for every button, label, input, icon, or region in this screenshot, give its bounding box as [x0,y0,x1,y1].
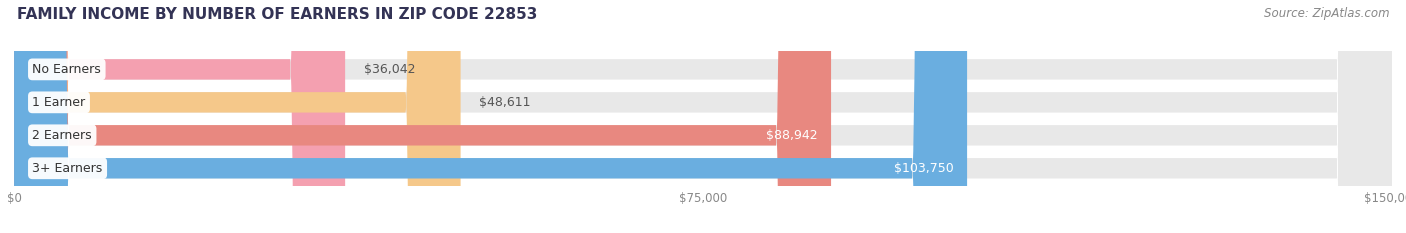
FancyBboxPatch shape [14,0,831,233]
FancyBboxPatch shape [14,0,967,233]
Text: 3+ Earners: 3+ Earners [32,162,103,175]
Text: $88,942: $88,942 [766,129,817,142]
FancyBboxPatch shape [14,0,344,233]
Text: $36,042: $36,042 [364,63,415,76]
Text: 1 Earner: 1 Earner [32,96,86,109]
Text: 2 Earners: 2 Earners [32,129,91,142]
FancyBboxPatch shape [14,0,461,233]
FancyBboxPatch shape [14,0,1392,233]
Text: $103,750: $103,750 [894,162,953,175]
Text: Source: ZipAtlas.com: Source: ZipAtlas.com [1264,7,1389,20]
FancyBboxPatch shape [14,0,1392,233]
FancyBboxPatch shape [14,0,1392,233]
Text: FAMILY INCOME BY NUMBER OF EARNERS IN ZIP CODE 22853: FAMILY INCOME BY NUMBER OF EARNERS IN ZI… [17,7,537,22]
Text: $48,611: $48,611 [479,96,530,109]
FancyBboxPatch shape [14,0,1392,233]
Text: No Earners: No Earners [32,63,101,76]
